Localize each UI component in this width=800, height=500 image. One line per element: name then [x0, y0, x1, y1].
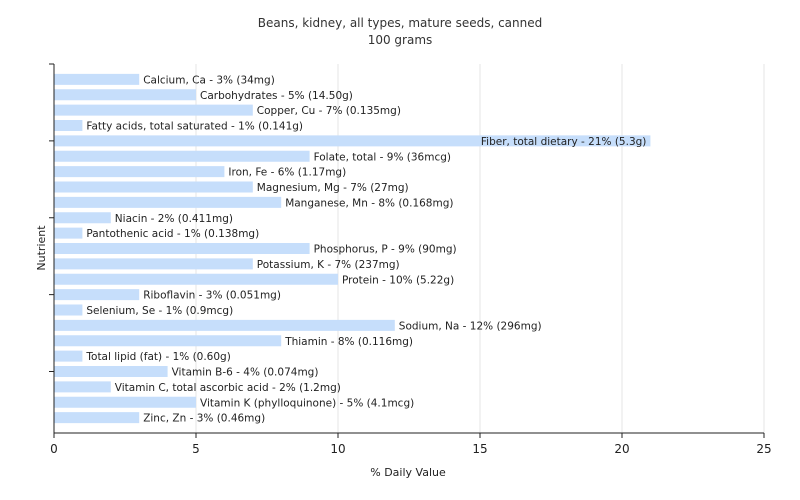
bar: [54, 120, 83, 131]
bar: [54, 289, 140, 301]
chart-title: Beans, kidney, all types, mature seeds, …: [258, 16, 543, 30]
bar: [54, 396, 196, 408]
bar: [54, 104, 253, 116]
bar: [54, 335, 282, 347]
bar-label: Fiber, total dietary - 21% (5.3g): [481, 136, 646, 148]
bar: [54, 350, 83, 362]
bar-label: Zinc, Zn - 3% (0.46mg): [143, 413, 265, 425]
bar: [54, 181, 253, 193]
bar: [54, 73, 140, 85]
x-tick-label: 10: [330, 442, 345, 456]
bar-label: Thiamin - 8% (0.116mg): [284, 336, 413, 348]
bar-label: Vitamin C, total ascorbic acid - 2% (1.2…: [115, 382, 341, 394]
bar-label: Riboflavin - 3% (0.051mg): [143, 290, 281, 302]
bar-label: Carbohydrates - 5% (14.50g): [200, 90, 353, 102]
bar: [54, 166, 225, 178]
gridlines: [195, 64, 765, 433]
bar-label: Selenium, Se - 1% (0.9mcg): [86, 305, 233, 317]
x-tick-label: 15: [472, 442, 487, 456]
bar: [54, 381, 111, 393]
bar: [54, 89, 196, 101]
bar-label: Vitamin B-6 - 4% (0.074mg): [172, 367, 319, 379]
y-axis-title: Nutrient: [35, 225, 48, 271]
bar-label: Vitamin K (phylloquinone) - 5% (4.1mcg): [200, 397, 414, 409]
bar: [54, 273, 338, 285]
bar: [54, 135, 651, 147]
axes: 0 5 10 15 20 25: [49, 63, 772, 456]
bar-label: Manganese, Mn - 8% (0.168mg): [285, 197, 453, 209]
x-tick-label: 5: [192, 442, 200, 456]
bar: [54, 212, 111, 224]
bar-label: Iron, Fe - 6% (1.17mg): [228, 167, 346, 179]
bar-label: Potassium, K - 7% (237mg): [257, 259, 400, 271]
bar-label: Calcium, Ca - 3% (34mg): [143, 74, 275, 86]
x-axis-title: % Daily Value: [370, 466, 446, 479]
bar-label: Magnesium, Mg - 7% (27mg): [257, 182, 409, 194]
x-tick-label: 0: [50, 442, 58, 456]
chart-subtitle: 100 grams: [368, 33, 433, 47]
bar-label: Pantothenic acid - 1% (0.138mg): [86, 228, 259, 240]
bar: [54, 412, 140, 424]
bar-label: Protein - 10% (5.22g): [342, 274, 454, 286]
bar: [54, 304, 83, 316]
x-tick-label: 25: [756, 442, 771, 456]
bar-label: Folate, total - 9% (36mcg): [314, 151, 451, 163]
bar: [54, 150, 310, 162]
x-tick-label: 20: [614, 442, 629, 456]
bar: [54, 366, 168, 377]
bar: [54, 227, 83, 239]
bar: [54, 258, 253, 270]
bar-label: Sodium, Na - 12% (296mg): [399, 320, 542, 332]
bar-label: Niacin - 2% (0.411mg): [115, 213, 233, 225]
bar: [54, 243, 310, 254]
bar-label: Phosphorus, P - 9% (90mg): [314, 244, 457, 256]
bar: [54, 319, 395, 331]
bar-label: Total lipid (fat) - 1% (0.60g): [85, 351, 230, 363]
bars: Calcium, Ca - 3% (34mg) Carbohydrates - 5…: [54, 73, 651, 425]
bar-label: Copper, Cu - 7% (0.135mg): [257, 105, 401, 117]
bar: [54, 196, 282, 208]
bar-label: Fatty acids, total saturated - 1% (0.141…: [86, 121, 303, 133]
